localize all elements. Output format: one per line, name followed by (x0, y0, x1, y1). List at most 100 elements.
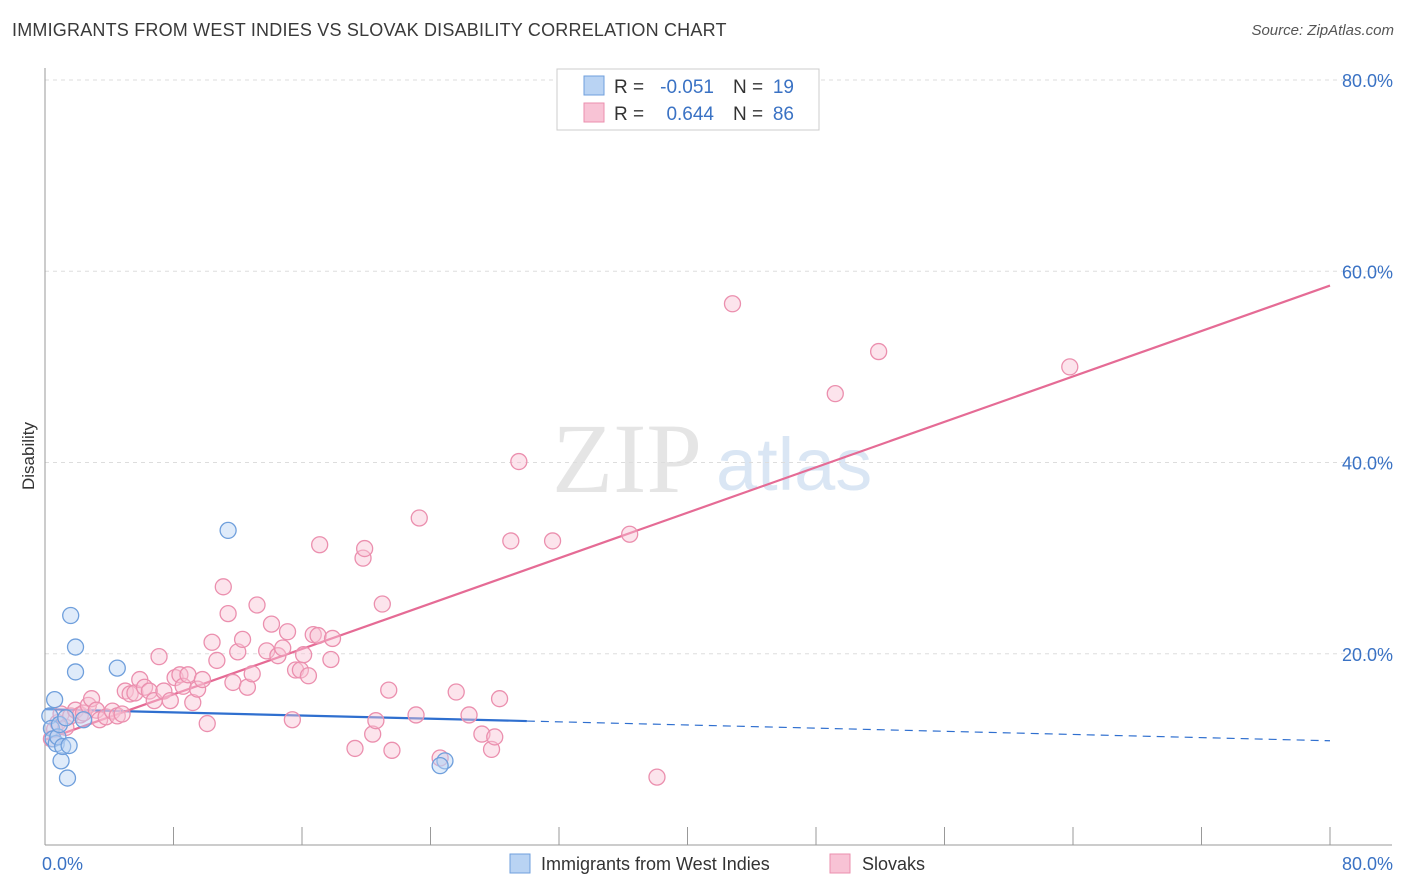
point-slovaks (103, 702, 122, 720)
point-slovaks (126, 684, 144, 702)
y-axis-title: Disability (19, 421, 38, 490)
point-slovaks (490, 690, 509, 708)
point-slovaks (184, 693, 202, 712)
point-slovaks (1061, 358, 1079, 376)
legend-label-slovaks: Slovaks (862, 854, 925, 874)
point-slovaks (486, 728, 504, 746)
point-slovaks (460, 706, 478, 724)
point-slovaks (203, 633, 221, 651)
point-slovaks (155, 682, 173, 700)
point-slovaks (224, 673, 242, 692)
watermark-atlas: atlas (716, 423, 872, 506)
point-slovaks (355, 539, 374, 558)
point-slovaks (346, 739, 364, 758)
stats-swatch-pink (583, 102, 605, 123)
point-slovaks (113, 705, 131, 723)
point-west-indies (57, 709, 75, 727)
point-slovaks (140, 682, 159, 700)
point-slovaks (150, 647, 168, 666)
trend-lines (44, 284, 1331, 742)
y-tick-label: 60.0% (1342, 262, 1393, 282)
legend-item-west-indies[interactable]: Immigrants from West Indies (509, 853, 770, 874)
point-slovaks (238, 678, 257, 696)
gridlines (45, 79, 1392, 655)
point-slovaks (309, 626, 327, 645)
point-slovaks (380, 681, 398, 699)
point-west-indies (74, 711, 93, 729)
point-slovaks (473, 725, 491, 743)
point-west-indies (54, 737, 72, 756)
legend-label-west-indies: Immigrants from West Indies (541, 854, 770, 874)
x-tick-label: 80.0% (1342, 854, 1393, 874)
point-slovaks (648, 768, 666, 786)
watermark: ZIP atlas (552, 403, 872, 514)
source-credit: Source: ZipAtlas.com (1251, 22, 1394, 39)
stats-swatch-blue (583, 75, 605, 96)
trend-line-west-indies-extension (526, 720, 1331, 742)
point-slovaks (543, 532, 562, 550)
point-slovaks (188, 680, 207, 698)
point-slovaks (243, 665, 261, 683)
legend: Immigrants from West Indies Slovaks (509, 853, 925, 874)
point-slovaks (161, 691, 179, 710)
point-slovaks (283, 711, 302, 729)
point-west-indies (62, 606, 80, 625)
point-slovaks (367, 712, 385, 730)
point-slovaks (311, 536, 329, 554)
watermark-zip: ZIP (552, 403, 702, 514)
point-slovaks (826, 384, 844, 403)
data-points (41, 295, 1079, 787)
point-west-indies (108, 659, 126, 677)
point-west-indies (66, 638, 85, 656)
stats-n-label-blue: N = (733, 77, 763, 98)
point-slovaks (364, 725, 382, 743)
point-slovaks (179, 666, 197, 684)
point-slovaks (510, 452, 528, 471)
point-slovaks (198, 714, 216, 733)
point-slovaks (410, 509, 428, 527)
stats-r-label-pink: R = (614, 104, 644, 125)
point-west-indies (60, 736, 78, 755)
stats-r-value-blue: -0.051 (660, 77, 714, 98)
point-west-indies (58, 769, 77, 787)
legend-swatch-blue (509, 853, 531, 874)
point-slovaks (373, 595, 391, 613)
point-slovaks (193, 670, 212, 689)
stats-r-value-pink: 0.644 (666, 104, 714, 125)
point-slovaks (323, 629, 342, 648)
point-slovaks (214, 578, 232, 596)
chart-title: IMMIGRANTS FROM WEST INDIES VS SLOVAK DI… (12, 20, 727, 40)
point-slovaks (723, 295, 742, 313)
point-slovaks (262, 615, 281, 633)
y-tick-label: 20.0% (1342, 645, 1393, 665)
point-slovaks (299, 667, 318, 685)
point-slovaks (233, 630, 252, 649)
point-west-indies (436, 752, 454, 770)
point-slovaks (219, 604, 237, 623)
legend-item-slovaks[interactable]: Slovaks (829, 853, 925, 874)
point-slovaks (502, 532, 520, 550)
point-slovaks (294, 646, 313, 664)
axes (44, 68, 1392, 846)
legend-swatch-pink (829, 853, 851, 874)
stats-n-label-pink: N = (733, 104, 763, 125)
point-west-indies (50, 715, 69, 734)
point-west-indies (219, 521, 237, 540)
trend-line-slovaks (44, 284, 1331, 741)
y-tick-label: 40.0% (1342, 454, 1393, 474)
point-slovaks (248, 596, 266, 614)
point-west-indies (431, 756, 449, 775)
point-slovaks (447, 683, 465, 701)
point-slovaks (322, 650, 340, 669)
point-west-indies (45, 691, 64, 709)
stats-r-label-blue: R = (614, 77, 644, 98)
point-slovaks (869, 342, 888, 361)
point-slovaks (383, 741, 401, 759)
stats-n-value-blue: 19 (773, 77, 794, 98)
point-west-indies (52, 752, 70, 770)
stats-n-value-pink: 86 (773, 104, 794, 125)
point-slovaks (208, 651, 226, 670)
point-west-indies (66, 663, 85, 681)
point-slovaks (407, 706, 425, 724)
